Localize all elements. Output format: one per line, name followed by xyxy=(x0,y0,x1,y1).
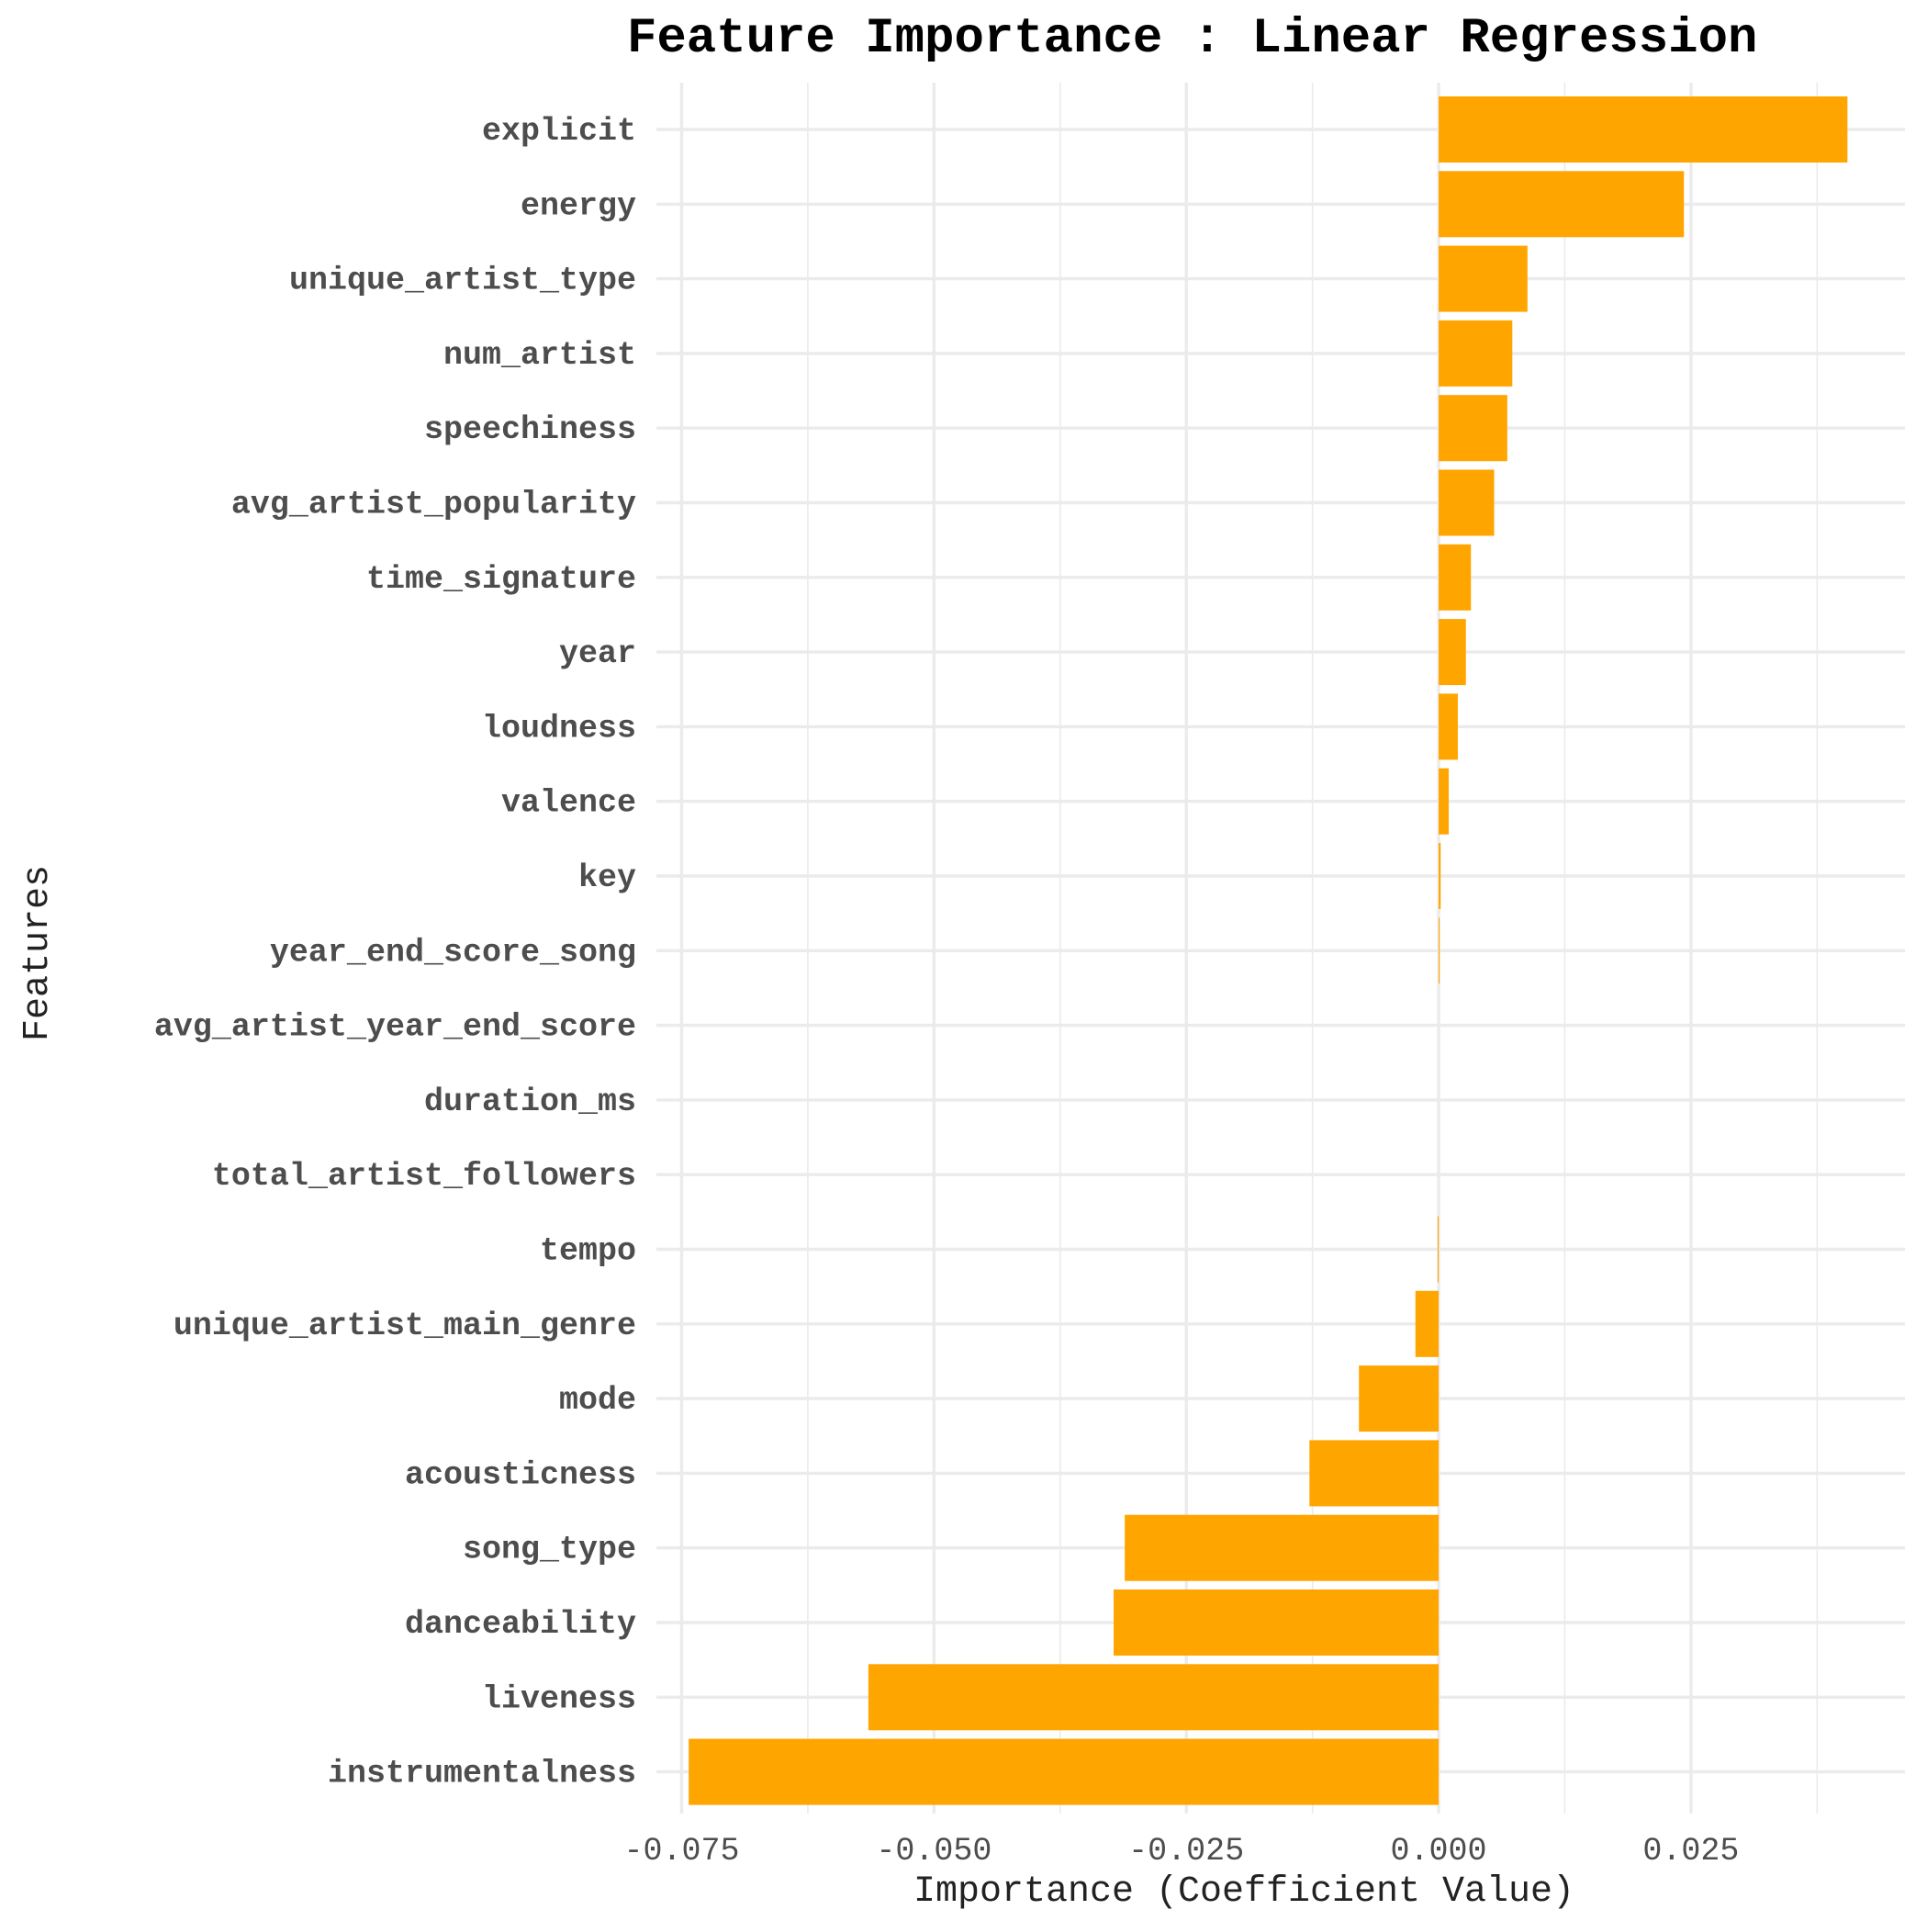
y-tick-label: tempo xyxy=(540,1233,636,1270)
bar-liveness xyxy=(868,1664,1440,1731)
bar-time_signature xyxy=(1439,544,1472,611)
y-tick-label: acousticness xyxy=(405,1456,636,1493)
x-tick-label: 0.025 xyxy=(1642,1833,1739,1870)
y-tick-label: avg_artist_year_end_score xyxy=(154,1009,636,1046)
bar-num_artist xyxy=(1439,320,1513,387)
y-tick-label: energy xyxy=(521,187,636,224)
bar-song_type xyxy=(1125,1514,1440,1581)
y-tick-label: valence xyxy=(501,785,636,822)
y-tick-label: speechiness xyxy=(424,411,636,448)
y-tick-label: key xyxy=(578,859,636,896)
x-axis-title: Importance (Coefficient Value) xyxy=(913,1871,1574,1913)
y-tick-label: duration_ms xyxy=(424,1084,636,1120)
bar-valence xyxy=(1439,768,1450,835)
x-tick-label: 0.000 xyxy=(1391,1833,1487,1870)
y-tick-labels: explicit energy unique_artist_type num_arti… xyxy=(154,113,636,1792)
y-tick-label: total_artist_followers xyxy=(212,1158,636,1195)
bars xyxy=(689,96,1848,1805)
bar-unique_artist_main_genre xyxy=(1415,1290,1440,1357)
chart-title: Feature Importance : Linear Regression xyxy=(627,11,1757,67)
bar-speechiness xyxy=(1439,395,1507,462)
bar-key xyxy=(1439,843,1441,909)
x-tick-label: -0.075 xyxy=(623,1833,739,1870)
y-tick-label: loudness xyxy=(482,710,636,747)
y-tick-label: year xyxy=(559,635,636,672)
x-tick-label: -0.025 xyxy=(1128,1833,1244,1870)
y-tick-label: year_end_score_song xyxy=(270,934,636,971)
bar-explicit xyxy=(1439,96,1848,163)
bar-year_end_score_song xyxy=(1439,917,1440,984)
x-tick-labels: -0.075 -0.050 -0.025 0.000 0.025 xyxy=(623,1833,1739,1870)
bar-acousticness xyxy=(1309,1440,1440,1507)
grid-lines xyxy=(656,83,1905,1814)
y-tick-label: unique_artist_type xyxy=(289,263,636,299)
y-tick-label: mode xyxy=(559,1382,636,1419)
y-tick-label: liveness xyxy=(482,1680,636,1717)
y-tick-label: time_signature xyxy=(366,561,636,598)
bar-unique_artist_type xyxy=(1439,245,1528,312)
bar-instrumentalness xyxy=(689,1738,1440,1805)
bar-avg_artist_popularity xyxy=(1439,469,1495,536)
bar-energy xyxy=(1439,171,1685,238)
y-tick-label: song_type xyxy=(463,1532,636,1568)
y-tick-label: num_artist xyxy=(443,337,636,374)
bar-tempo xyxy=(1437,1216,1440,1283)
bar-loudness xyxy=(1439,693,1458,760)
y-tick-label: explicit xyxy=(482,113,636,150)
y-tick-label: danceability xyxy=(405,1606,636,1643)
y-tick-label: unique_artist_main_genre xyxy=(174,1308,636,1344)
bar-danceability xyxy=(1114,1589,1440,1656)
x-tick-label: -0.050 xyxy=(876,1833,992,1870)
y-tick-label: avg_artist_popularity xyxy=(231,487,636,523)
bar-mode xyxy=(1359,1365,1440,1432)
y-tick-label: instrumentalness xyxy=(328,1756,636,1792)
y-axis-title: Features xyxy=(17,865,59,1041)
bar-year xyxy=(1439,619,1466,686)
